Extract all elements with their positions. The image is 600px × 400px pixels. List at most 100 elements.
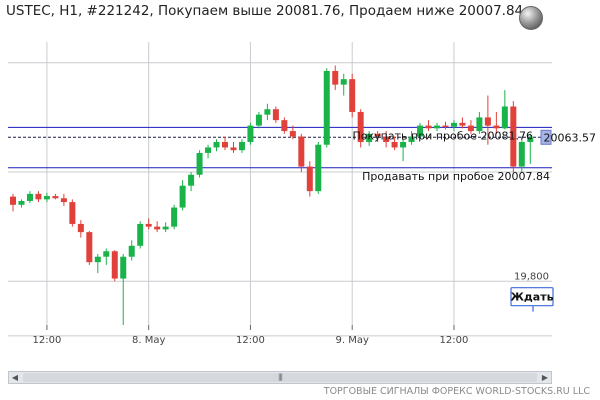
candle-body — [43, 196, 50, 200]
candle-body — [264, 109, 271, 115]
candle — [459, 117, 466, 129]
candle — [230, 141, 237, 153]
candle — [510, 101, 517, 173]
candle-body — [188, 174, 195, 186]
candle — [383, 131, 390, 148]
candle — [188, 172, 195, 192]
candle — [145, 218, 152, 230]
candle-body — [94, 256, 101, 263]
axis-ticks: 12:00 8. May 12:00 9. May 12:00 19,800 — [33, 271, 549, 346]
candle — [205, 144, 212, 159]
buy-level-label: Покупать при пробое 20081.76 — [353, 129, 533, 142]
candle-body — [417, 125, 424, 137]
candle — [162, 222, 169, 233]
candle-body — [222, 141, 228, 148]
candle-body — [128, 245, 135, 257]
candle-body — [179, 185, 186, 208]
candle — [86, 231, 93, 265]
candle — [484, 95, 491, 145]
candle — [247, 122, 254, 145]
candle — [323, 68, 330, 148]
wait-marker-label: Ждать — [510, 291, 553, 304]
candle-body — [289, 131, 296, 137]
candle-body — [35, 193, 42, 200]
candle — [137, 221, 144, 249]
candle — [476, 111, 483, 134]
candle-body — [52, 196, 59, 199]
candle — [374, 131, 381, 142]
candle-body — [315, 144, 322, 192]
candle-body — [391, 141, 398, 148]
candle-body — [493, 125, 500, 129]
chart-grid — [8, 42, 552, 337]
current-price-label: 20063.57 — [544, 131, 597, 144]
arrow-right-icon[interactable]: ▶ — [541, 373, 549, 382]
candle — [35, 191, 42, 203]
candle-body — [450, 122, 457, 127]
candle-body — [213, 141, 220, 148]
candle-body — [527, 137, 534, 142]
candle-body — [10, 196, 16, 205]
candle-body — [467, 125, 474, 132]
candle-body — [205, 147, 212, 153]
candle — [222, 136, 228, 151]
candle-body — [425, 125, 432, 129]
scroll-thumb[interactable]: ||| — [23, 373, 537, 382]
candle-body — [137, 223, 144, 246]
candle-body — [340, 79, 347, 85]
candle — [366, 131, 373, 146]
candle-body — [171, 207, 178, 227]
candle — [26, 191, 33, 204]
chart-title: USTEC, H1, #221242, Покупаем выше 20081.… — [6, 3, 524, 19]
candle — [289, 125, 296, 140]
footer-text: ТОРГОВЫЕ СИГНАЛЫ ФОРЕКС WORLD-STOCKS.RU … — [323, 386, 590, 397]
candle-body — [145, 223, 152, 227]
wait-marker-box — [510, 287, 554, 307]
x-tick-label: 8. May — [132, 335, 165, 346]
x-tick-label: 12:00 — [33, 335, 62, 346]
candlestick-chart: 12:00 8. May 12:00 9. May 12:00 19,800 Покупа… — [8, 42, 597, 346]
globe-icon[interactable] — [519, 6, 543, 30]
candle — [357, 109, 364, 148]
candle-body — [281, 120, 288, 132]
sell-level-label: Продавать при пробое 20007.84 — [362, 170, 550, 183]
candle-body — [298, 136, 305, 167]
candle-body — [484, 117, 491, 126]
candle — [434, 122, 440, 132]
x-tick-label: 12:00 — [440, 335, 469, 346]
candle — [272, 106, 279, 123]
candle-body — [60, 198, 67, 203]
candle-body — [518, 141, 525, 167]
candle-body — [26, 193, 33, 201]
candles — [10, 65, 534, 325]
y-tick-label: 19,800 — [514, 271, 549, 282]
candle-body — [238, 141, 245, 151]
candle-body — [154, 226, 161, 230]
candle-body — [501, 106, 508, 129]
candle — [69, 199, 76, 227]
candle-body — [162, 226, 169, 230]
candle — [103, 248, 110, 265]
candle — [238, 139, 245, 153]
candle-body — [332, 70, 339, 85]
candle — [111, 250, 118, 282]
candle — [306, 161, 313, 197]
candle — [255, 111, 262, 129]
candle-body — [103, 251, 110, 257]
x-tick-label: 12:00 — [236, 335, 265, 346]
candle — [298, 133, 305, 173]
candle — [94, 253, 101, 274]
x-tick-label: 9. May — [335, 335, 368, 346]
candle — [128, 240, 135, 261]
horizontal-scrollbar[interactable]: ◀ ||| ▶ — [8, 371, 552, 384]
candle — [52, 193, 59, 200]
candle — [518, 136, 525, 173]
candle — [77, 220, 84, 238]
candle — [10, 193, 16, 212]
candle-body — [476, 117, 483, 132]
candle-body — [69, 202, 76, 224]
level-lines — [8, 126, 552, 169]
candle-body — [510, 106, 517, 167]
candle — [171, 204, 178, 230]
arrow-left-icon[interactable]: ◀ — [11, 373, 19, 382]
